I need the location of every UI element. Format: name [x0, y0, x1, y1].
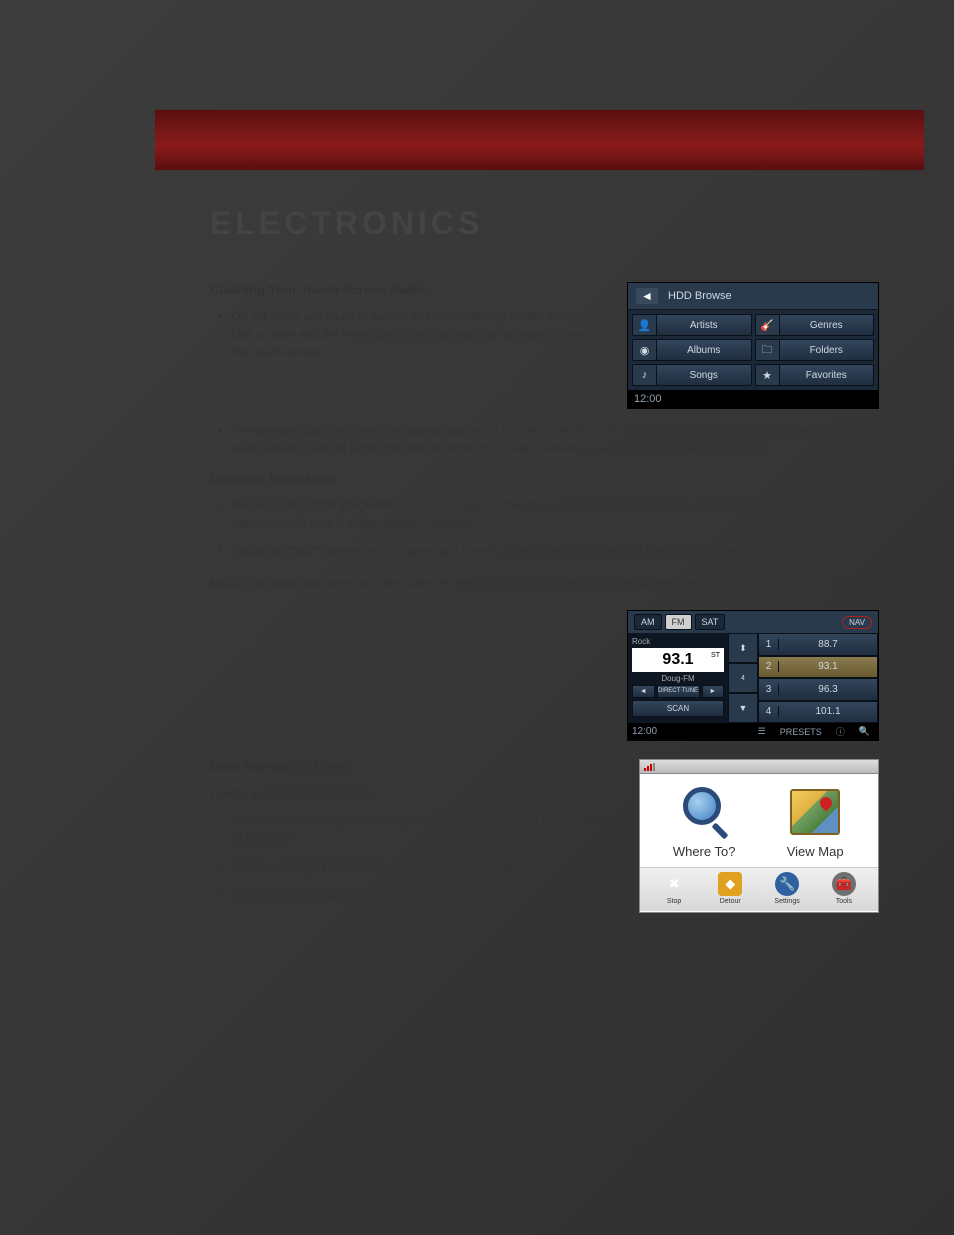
- finding-poi-heading: Finding Points Of Interest: [210, 786, 619, 801]
- cleaning-heading: Cleaning Your Touch-Screen Radio: [210, 282, 607, 297]
- scroll-up-button[interactable]: ⬍: [728, 633, 758, 663]
- favorites-button[interactable]: ★Favorites: [755, 364, 875, 386]
- page-indicator: 4: [728, 663, 758, 693]
- garmin-heading: Garmin® Navigation: [210, 471, 879, 486]
- star-icon: ★: [756, 365, 780, 385]
- disc-icon: ◉: [633, 340, 657, 360]
- station-name: Doug-FM: [632, 674, 724, 683]
- header-band: [155, 110, 924, 170]
- next-button[interactable]: ►: [702, 685, 725, 698]
- hdd-browse-screenshot: ◄ HDD Browse 👤Artists 🎸Genres ◉Albums 🗀F…: [627, 282, 879, 409]
- garmin-bullet-2: Touch the "NAV" soft-key in the upper ri…: [232, 542, 879, 560]
- stop-icon: ✖: [662, 872, 686, 896]
- preset-2[interactable]: 293.1: [758, 656, 878, 679]
- where-to-button[interactable]: Where To?: [673, 786, 736, 859]
- note-text: For your own safety and the safety of ot…: [247, 576, 857, 590]
- songs-button[interactable]: ♪Songs: [632, 364, 752, 386]
- genres-button[interactable]: 🎸Genres: [755, 314, 875, 336]
- scan-button[interactable]: SCAN: [632, 700, 724, 717]
- nav-button[interactable]: NAV: [842, 616, 872, 629]
- hdd-header: ◄ HDD Browse: [628, 283, 878, 310]
- person-icon: 👤: [633, 315, 657, 335]
- wrench-icon: 🔧: [775, 872, 799, 896]
- frequency-display: 93.1ST: [632, 648, 724, 672]
- settings-button[interactable]: 🔧 Settings: [774, 872, 799, 905]
- search-icon[interactable]: 🔍: [855, 726, 874, 737]
- preset-1[interactable]: 188.7: [758, 633, 878, 656]
- page-title: ELECTRONICS: [210, 205, 879, 242]
- nav-menu-screenshot: Where To? View Map ✖ Stop ◆: [639, 759, 879, 913]
- poi-bullet-3: Select your destination and touch "Go.": [232, 885, 619, 903]
- info-icon[interactable]: ⓘ: [832, 725, 849, 738]
- menu-icon[interactable]: ☰: [754, 726, 770, 737]
- hdd-time: 12:00: [628, 390, 878, 408]
- content-area: ELECTRONICS Cleaning Your Touch-Screen R…: [0, 170, 954, 965]
- prev-button[interactable]: ◄: [632, 685, 655, 698]
- note-label: NOTE:: [210, 576, 247, 590]
- cleaning-bullet-1: Do not spray any liquid or caustic chemi…: [232, 307, 607, 361]
- detour-icon: ◆: [718, 872, 742, 896]
- magnifier-icon: [674, 786, 734, 838]
- poi-bullet-2: Select a Category and then a subcategory…: [232, 857, 619, 875]
- signal-icon: [644, 763, 655, 771]
- map-icon: [785, 786, 845, 838]
- fm-time: 12:00: [632, 726, 748, 737]
- fm-radio-screenshot: AM FM SAT NAV Rock 93.1ST Doug-FM ◄ DIRE…: [627, 610, 879, 741]
- cleaning-bullet-2: If necessary, use a lint-free cloth damp…: [232, 421, 879, 457]
- sat-tab[interactable]: SAT: [695, 614, 726, 630]
- scroll-down-button[interactable]: ▼: [728, 693, 758, 723]
- hdd-title: HDD Browse: [668, 290, 732, 302]
- folders-button[interactable]: 🗀Folders: [755, 339, 875, 361]
- note-paragraph: NOTE: For your own safety and the safety…: [210, 574, 879, 592]
- artists-button[interactable]: 👤Artists: [632, 314, 752, 336]
- preset-3[interactable]: 396.3: [758, 678, 878, 701]
- poi-bullet-1: From the main Navigation menu, touch "Wh…: [232, 811, 619, 847]
- guitar-icon: 🎸: [756, 315, 780, 335]
- page-number: 48: [210, 1069, 223, 1080]
- manual-page: ELECTRONICS Cleaning Your Touch-Screen R…: [0, 0, 954, 1235]
- fm-tab[interactable]: FM: [665, 614, 692, 630]
- toolbox-icon: 🧰: [832, 872, 856, 896]
- folder-icon: 🗀: [756, 340, 780, 360]
- nav-status-bar: [640, 760, 878, 774]
- main-nav-section: Main Navigation Menu Finding Points Of I…: [210, 759, 879, 913]
- am-tab[interactable]: AM: [634, 614, 662, 630]
- direct-tune-button[interactable]: DIRECT TUNE: [657, 685, 700, 698]
- albums-button[interactable]: ◉Albums: [632, 339, 752, 361]
- main-nav-heading: Main Navigation Menu: [210, 759, 619, 774]
- cleaning-section: Cleaning Your Touch-Screen Radio Do not …: [210, 282, 879, 409]
- tools-button[interactable]: 🧰 Tools: [832, 872, 856, 905]
- stop-button[interactable]: ✖ Stop: [662, 872, 686, 905]
- detour-button[interactable]: ◆ Detour: [718, 872, 742, 905]
- view-map-button[interactable]: View Map: [785, 786, 845, 859]
- note-icon: ♪: [633, 365, 657, 385]
- genre-label: Rock: [632, 637, 724, 646]
- back-button[interactable]: ◄: [636, 288, 658, 304]
- garmin-bullet-1: Media Center 430N integrates Garmin's co…: [232, 496, 879, 532]
- preset-4[interactable]: 4101.1: [758, 701, 878, 724]
- presets-label[interactable]: PRESETS: [776, 727, 826, 737]
